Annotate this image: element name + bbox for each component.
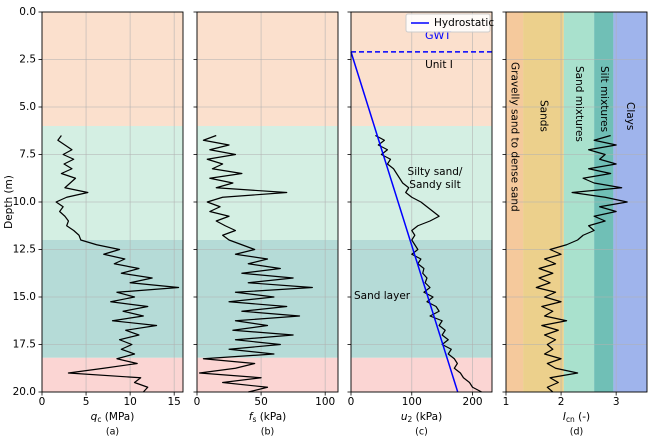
y-tick-label: 10.0: [13, 196, 36, 208]
x-tick-label: 0: [39, 396, 46, 408]
x-tick-label: 15: [168, 396, 181, 408]
x-tick-label: 0: [194, 396, 201, 408]
y-tick-label: 12.5: [13, 244, 36, 256]
label-symbol: f: [249, 411, 255, 423]
x-tick-label: 2: [558, 396, 565, 408]
layer-band: [197, 126, 338, 240]
label-symbol: u: [401, 411, 408, 423]
layer-band: [197, 12, 338, 126]
x-tick-label: 1: [503, 396, 510, 408]
x-axis-label: qc (MPa): [91, 411, 135, 424]
profile-line: [55, 135, 180, 393]
panel-caption: (b): [261, 427, 274, 438]
label-symbol: q: [91, 411, 98, 423]
label-subscript: s: [252, 415, 256, 424]
label-unit: (MPa): [101, 411, 134, 423]
x-tick-label: 3: [613, 396, 620, 408]
y-tick-label: 2.5: [19, 54, 36, 66]
x-tick-label: 50: [254, 396, 267, 408]
x-tick-label: 200: [463, 396, 483, 408]
x-axis-label: u2 (kPa): [401, 411, 442, 424]
x-axis-label: fs (kPa): [249, 411, 287, 424]
label-subscript: c: [97, 415, 101, 424]
label-symbol: I: [563, 411, 566, 423]
layer-band: [351, 357, 492, 392]
y-tick-label: 15.0: [13, 291, 36, 303]
y-tick-label: 5.0: [19, 101, 36, 113]
label-unit: (kPa): [256, 411, 286, 423]
panel-caption: (c): [415, 427, 428, 438]
profile-line: [535, 134, 628, 393]
label-subscript: cn: [566, 415, 575, 424]
profile-line: [198, 134, 313, 393]
y-tick-label: 0.0: [19, 6, 36, 18]
x-tick-label: 5: [83, 396, 90, 408]
y-tick-label: 7.5: [19, 149, 36, 161]
layer-band: [351, 240, 492, 358]
x-tick-label: 100: [402, 396, 422, 408]
annotation: Unit I: [425, 59, 453, 71]
zone-label: Sand mixtures: [573, 66, 585, 142]
annotation: Sandy silt: [409, 179, 460, 191]
zone-label: Silt mixtures: [598, 66, 610, 132]
x-tick-label: 10: [123, 396, 136, 408]
label-unit: (-): [575, 411, 590, 423]
zone-label: Gravelly sand to dense sand: [509, 62, 521, 212]
x-axis-label: Icn (-): [563, 411, 590, 424]
zone-label: Clays: [624, 102, 636, 130]
zone-label: Sands: [537, 100, 549, 132]
label-subscript: 2: [407, 415, 412, 424]
y-tick-label: 20.0: [13, 386, 36, 398]
annotation: Sand layer: [354, 290, 411, 302]
hydrostatic-line: [350, 51, 459, 393]
panel-caption: (a): [106, 427, 119, 438]
layer-band: [351, 126, 492, 240]
x-tick-label: 0: [348, 396, 355, 408]
annotation: Silty sand/: [408, 166, 463, 178]
layer-band: [42, 240, 183, 358]
y-axis-label: Depth (m): [3, 175, 15, 229]
legend-label: Hydrostatic: [434, 17, 494, 29]
label-unit: (kPa): [412, 411, 442, 423]
y-tick-label: 17.5: [13, 339, 36, 351]
x-tick-label: 100: [315, 396, 335, 408]
layer-band: [42, 357, 183, 392]
layer-band: [197, 240, 338, 358]
panel-caption: (d): [570, 427, 583, 438]
layer-band: [42, 12, 183, 126]
legend-box: [405, 13, 491, 33]
